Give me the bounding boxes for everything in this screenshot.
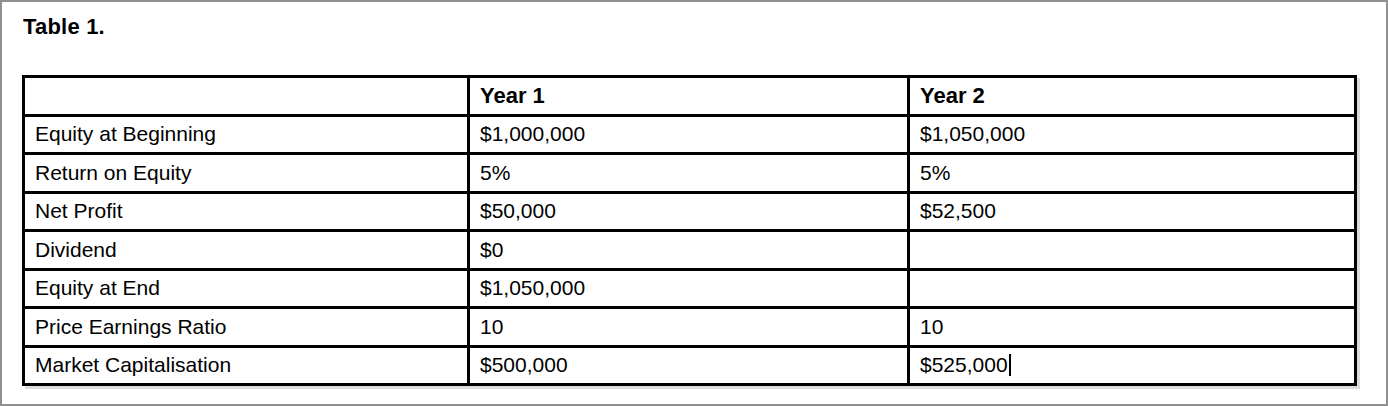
year1-value-cell[interactable]: 5%	[469, 154, 909, 193]
row-label-cell[interactable]: Return on Equity	[24, 154, 469, 193]
table-row-market-capitalisation: Market Capitalisation $500,000 $525,000	[24, 346, 1356, 385]
cell-text: $52,500	[920, 199, 996, 222]
cell-text: 5%	[480, 161, 510, 184]
row-label-cell[interactable]: Market Capitalisation	[24, 346, 469, 385]
year2-value-cell[interactable]: 5%	[909, 154, 1356, 193]
table-row-dividend: Dividend $0	[24, 231, 1356, 270]
cell-text: 10	[480, 315, 503, 338]
table-header-row: Year 1 Year 2	[24, 77, 1356, 116]
row-label-cell[interactable]: Price Earnings Ratio	[24, 308, 469, 347]
header-cell-empty[interactable]	[24, 77, 469, 116]
year1-value-cell[interactable]: $1,050,000	[469, 269, 909, 308]
year1-value-cell[interactable]: $500,000	[469, 346, 909, 385]
table-caption[interactable]: Table 1.	[23, 14, 105, 40]
year1-value-cell[interactable]: $1,000,000	[469, 115, 909, 154]
year1-value-cell[interactable]: $0	[469, 231, 909, 270]
cell-text: Price Earnings Ratio	[35, 315, 226, 338]
cell-text: $1,050,000	[480, 276, 585, 299]
year1-value-cell[interactable]: 10	[469, 308, 909, 347]
cell-text: $50,000	[480, 199, 556, 222]
cell-text: Market Capitalisation	[35, 353, 231, 376]
document-page: Table 1. Year 1 Year 2 Equity at Beginni…	[0, 0, 1388, 406]
year2-value-cell[interactable]: $525,000	[909, 346, 1356, 385]
table-row-equity-at-end: Equity at End $1,050,000	[24, 269, 1356, 308]
cell-text: $500,000	[480, 353, 568, 376]
row-label-cell[interactable]: Dividend	[24, 231, 469, 270]
header-cell-year2[interactable]: Year 2	[909, 77, 1356, 116]
header-cell-year1[interactable]: Year 1	[469, 77, 909, 116]
cell-text: Dividend	[35, 238, 117, 261]
year2-value-cell[interactable]: 10	[909, 308, 1356, 347]
table-row-net-profit: Net Profit $50,000 $52,500	[24, 192, 1356, 231]
year2-value-cell[interactable]	[909, 269, 1356, 308]
row-label-cell[interactable]: Equity at End	[24, 269, 469, 308]
cell-text: $1,000,000	[480, 122, 585, 145]
year2-value-cell[interactable]	[909, 231, 1356, 270]
row-label-cell[interactable]: Net Profit	[24, 192, 469, 231]
year2-value-cell[interactable]: $52,500	[909, 192, 1356, 231]
year2-value-cell[interactable]: $1,050,000	[909, 115, 1356, 154]
text-cursor	[1009, 354, 1011, 376]
cell-text: Equity at Beginning	[35, 122, 216, 145]
cell-text: $0	[480, 238, 503, 261]
table-row-return-on-equity: Return on Equity 5% 5%	[24, 154, 1356, 193]
cell-text: Equity at End	[35, 276, 160, 299]
row-label-cell[interactable]: Equity at Beginning	[24, 115, 469, 154]
table-row-price-earnings-ratio: Price Earnings Ratio 10 10	[24, 308, 1356, 347]
cell-text: Net Profit	[35, 199, 123, 222]
year1-value-cell[interactable]: $50,000	[469, 192, 909, 231]
cell-text: $525,000	[920, 353, 1008, 376]
cell-text: 10	[920, 315, 943, 338]
cell-text: Return on Equity	[35, 161, 191, 184]
data-table: Year 1 Year 2 Equity at Beginning $1,000…	[22, 75, 1357, 386]
table-row-equity-at-beginning: Equity at Beginning $1,000,000 $1,050,00…	[24, 115, 1356, 154]
cell-text: 5%	[920, 161, 950, 184]
cell-text: $1,050,000	[920, 122, 1025, 145]
